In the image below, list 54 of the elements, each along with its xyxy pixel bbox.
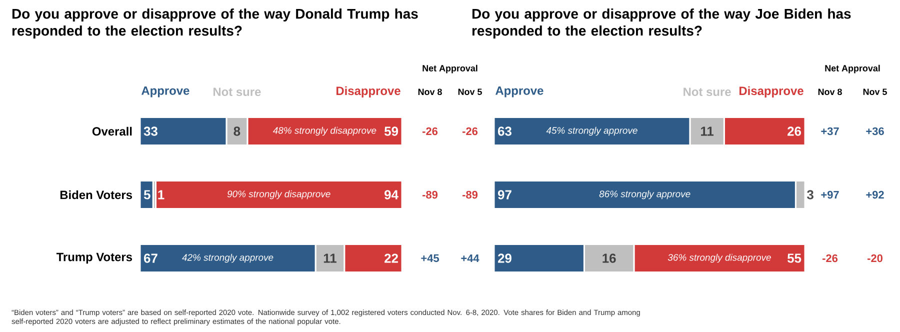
data-label: 29 (498, 254, 512, 263)
data-label: 22 (384, 254, 398, 263)
text: -20 (868, 254, 882, 262)
chart-title: Do you approve or disapprove of the way Joe Biden has responded to the election results? (472, 8, 851, 38)
text: Not sure (213, 88, 261, 96)
annotation: 36% strongly disapprove (668, 254, 771, 263)
data-label: 94 (384, 190, 398, 200)
annotation: 45% strongly approve (546, 126, 638, 136)
y-tick-label: Biden Voters (60, 190, 132, 200)
data-label: 1 (158, 190, 164, 200)
text: -89 (462, 190, 478, 199)
data-label: 11 (701, 126, 714, 136)
text: +36 (866, 127, 884, 136)
annotation: 86% strongly approve (599, 190, 690, 200)
series-label: Not sure (684, 88, 731, 96)
text: +92 (866, 190, 884, 199)
text: -26 (422, 127, 438, 136)
series-label: Approve (496, 86, 544, 98)
data-label: 16 (602, 254, 616, 263)
y-tick-label: Trump Voters (56, 252, 132, 264)
text: +97 (821, 190, 839, 199)
text: Nov 8 (818, 88, 842, 96)
y-tick-label: Overall (92, 126, 132, 136)
text: +45 (421, 254, 439, 262)
series-label: Approve (141, 86, 190, 98)
data-label: 59 (384, 126, 398, 136)
data-label: 63 (498, 126, 512, 136)
text: +44 (461, 254, 480, 262)
text: -89 (422, 190, 438, 199)
bar (139, 180, 154, 210)
chart-title: Do you approve or disapprove of the way Donald Trump has responded to the election results? (12, 8, 418, 38)
text: +37 (821, 127, 839, 136)
data-label: 26 (788, 126, 802, 136)
data-label: 67 (144, 254, 158, 263)
text: Nov 5 (863, 88, 887, 96)
text: Nov 8 (418, 88, 442, 96)
data-label: 11 (324, 254, 336, 263)
annotation: 90% strongly disapprove (227, 190, 330, 200)
text: Nov 5 (458, 88, 482, 96)
data-label: 3 (807, 190, 814, 200)
text: Net Approval (422, 64, 478, 74)
data-label: 55 (787, 254, 802, 263)
annotation: 42% strongly approve (182, 254, 274, 263)
series-label: Disapprove (740, 86, 804, 98)
bar (154, 180, 403, 210)
data-label: 33 (144, 126, 158, 136)
data-label: 5 (144, 190, 150, 200)
text: -26 (462, 127, 478, 136)
text: -26 (822, 254, 838, 262)
text: Net Approval (825, 64, 880, 74)
data-label: 97 (498, 190, 512, 200)
annotation: 48% strongly disapprove (272, 126, 376, 136)
series-label: Disapprove (336, 86, 400, 98)
data-label: 8 (234, 126, 240, 136)
